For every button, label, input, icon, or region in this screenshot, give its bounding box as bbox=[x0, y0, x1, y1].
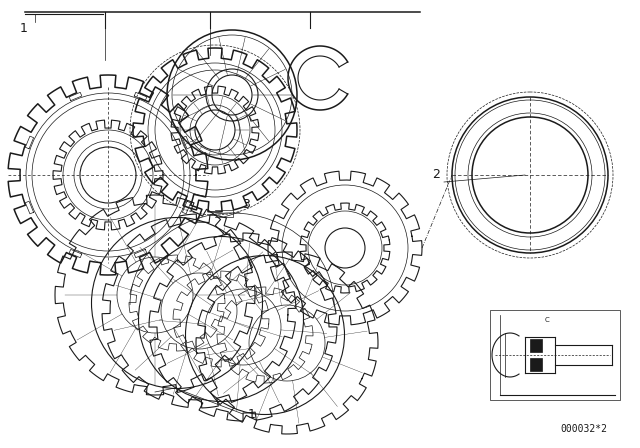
Text: 2: 2 bbox=[432, 168, 440, 181]
Text: 3: 3 bbox=[242, 198, 250, 211]
Bar bbox=[490, 310, 620, 400]
Text: 000032*2: 000032*2 bbox=[560, 424, 607, 434]
Text: 1: 1 bbox=[20, 22, 28, 35]
Bar bbox=[530, 358, 542, 371]
Text: C: C bbox=[545, 317, 550, 323]
Bar bbox=[530, 339, 542, 352]
Text: 1: 1 bbox=[248, 408, 256, 421]
